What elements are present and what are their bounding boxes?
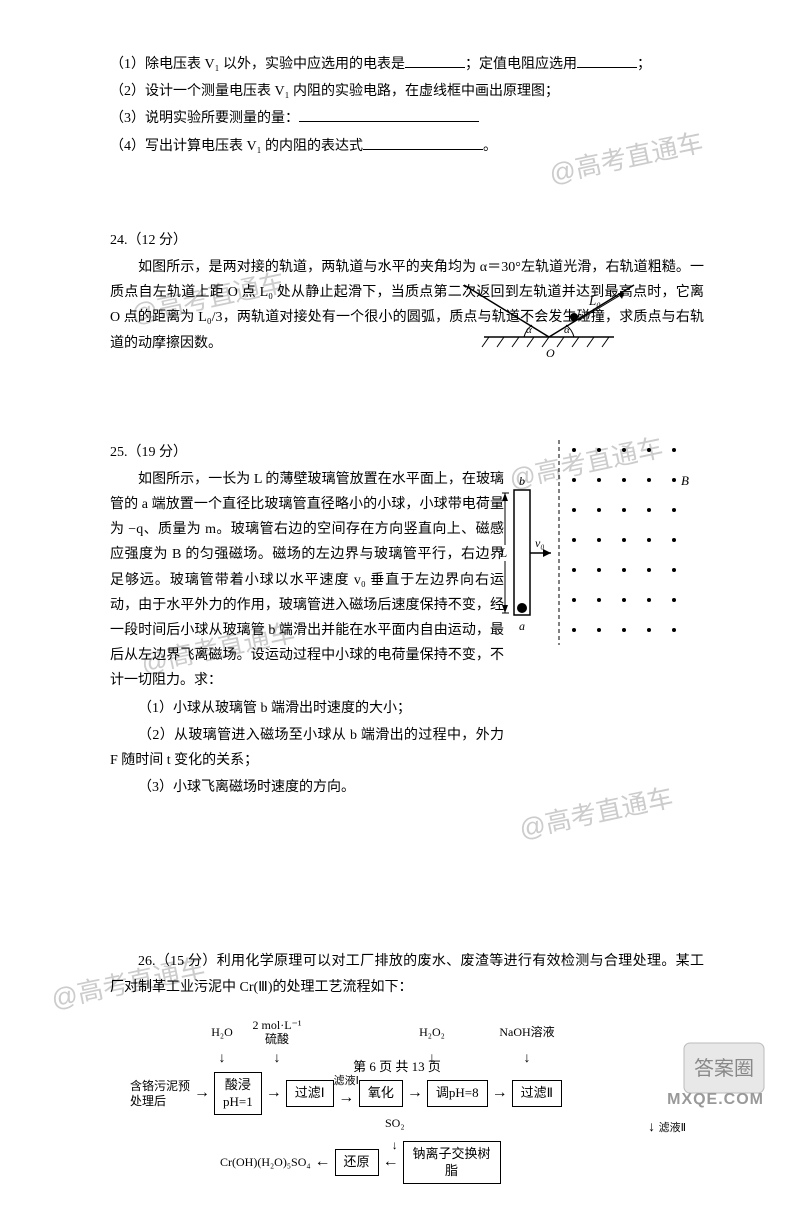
label-h2so4: 2 mol·L⁻¹ 硫酸 xyxy=(253,1018,302,1047)
text: ；定值电阻应选用 xyxy=(465,57,577,72)
svg-text:v₀: v₀ xyxy=(535,536,545,550)
arrow-icon: → xyxy=(334,1084,358,1113)
flow-diagram: H₂O 2 mol·L⁻¹ 硫酸 H₂O₂ NaOH溶液 ↓ ↓ ↓ ↓ 含铬污… xyxy=(110,1018,704,1185)
svg-text:L: L xyxy=(499,545,507,560)
ramp-diagram: L₀ α α O xyxy=(454,275,654,365)
q23-item2: （2）设计一个测量电压表 V₁ 内阻的实验电路，在虚线框中画出原理图； xyxy=(110,79,704,104)
label-so2: SO₂ xyxy=(385,1113,405,1135)
q23-item1: （1）除电压表 V₁ 以外，实验中应选用的电表是 ；定值电阻应选用 ； xyxy=(110,52,704,77)
label-h2o2: H₂O₂ xyxy=(419,1025,445,1039)
text: 26.（15 分）利用化学原理可以对工厂排放的废水、废渣等进行有效检测与合理处理… xyxy=(110,954,704,994)
text: 如图所示，一长为 L 的薄壁玻璃管放置在水平面上，在玻璃管的 a 端放置一个直径… xyxy=(110,472,504,689)
svg-text:B: B xyxy=(681,473,689,488)
text: （4）写出计算电压表 V₁ 的内阻的表达式 xyxy=(110,139,363,154)
q25-sub1: （1）小球从玻璃管 b 端滑出时速度的大小； xyxy=(110,696,504,721)
arrow-icon: → xyxy=(190,1079,214,1108)
q25-sub3: （3）小球飞离磁场时速度的方向。 xyxy=(110,775,504,800)
arrow-icon: ↓ xyxy=(385,1135,405,1157)
box-filter2: 过滤Ⅱ xyxy=(512,1080,562,1107)
box-acid: 酸浸 pH=1 xyxy=(214,1072,262,1116)
label-liq2: 滤液Ⅱ xyxy=(659,1122,686,1134)
box-oxidize: 氧化 xyxy=(359,1080,403,1107)
q23-item3: （3）说明实验所要测量的量： xyxy=(110,106,704,131)
label-naoh: NaOH溶液 xyxy=(499,1025,554,1039)
svg-text:L₀: L₀ xyxy=(588,293,601,308)
box-resin: 钠离子交换树脂 xyxy=(403,1141,501,1185)
q25-sub2: （2）从玻璃管进入磁场至小球从 b 端滑出的过程中，外力 F 随时间 t 变化的… xyxy=(110,723,504,773)
box-reduce: 还原 xyxy=(335,1149,379,1176)
label-h2o: H₂O xyxy=(211,1025,233,1039)
svg-text:a: a xyxy=(519,619,525,633)
tube-diagram: B b a L v₀ xyxy=(499,435,699,650)
label-product: Cr(OH)(H₂O)₅SO₄ xyxy=(220,1155,311,1169)
blank xyxy=(363,135,483,150)
text: 。 xyxy=(483,139,497,154)
arrow-icon: → xyxy=(403,1079,427,1108)
q26-text: 26.（15 分）利用化学原理可以对工厂排放的废水、废渣等进行有效检测与合理处理… xyxy=(110,949,704,999)
blank xyxy=(299,107,479,122)
arrow-icon: ← xyxy=(311,1148,335,1177)
arrow-icon: → xyxy=(488,1079,512,1108)
input-label: 含铬污泥预处理后 xyxy=(130,1079,190,1108)
text: ； xyxy=(637,57,651,72)
box-ph: 调pH=8 xyxy=(427,1080,488,1107)
box-filter1: 过滤Ⅰ xyxy=(286,1080,334,1107)
blank xyxy=(577,53,637,68)
mxqe-label: MXQE.COM xyxy=(667,1086,764,1115)
svg-text:答案圈: 答案圈 xyxy=(694,1057,754,1080)
text: （3）说明实验所要测量的量： xyxy=(110,111,299,126)
q24-number: 24.（12 分） xyxy=(110,228,704,253)
q23-item4: （4）写出计算电压表 V₁ 的内阻的表达式 。 xyxy=(110,134,704,159)
text: （1）除电压表 V₁ 以外，实验中应选用的电表是 xyxy=(110,57,405,72)
arrow-icon: → xyxy=(262,1079,286,1108)
page-footer: 第 6 页 共 13 页 xyxy=(0,1055,794,1078)
blank xyxy=(405,53,465,68)
svg-text:O: O xyxy=(546,346,555,360)
svg-text:b: b xyxy=(519,474,525,488)
